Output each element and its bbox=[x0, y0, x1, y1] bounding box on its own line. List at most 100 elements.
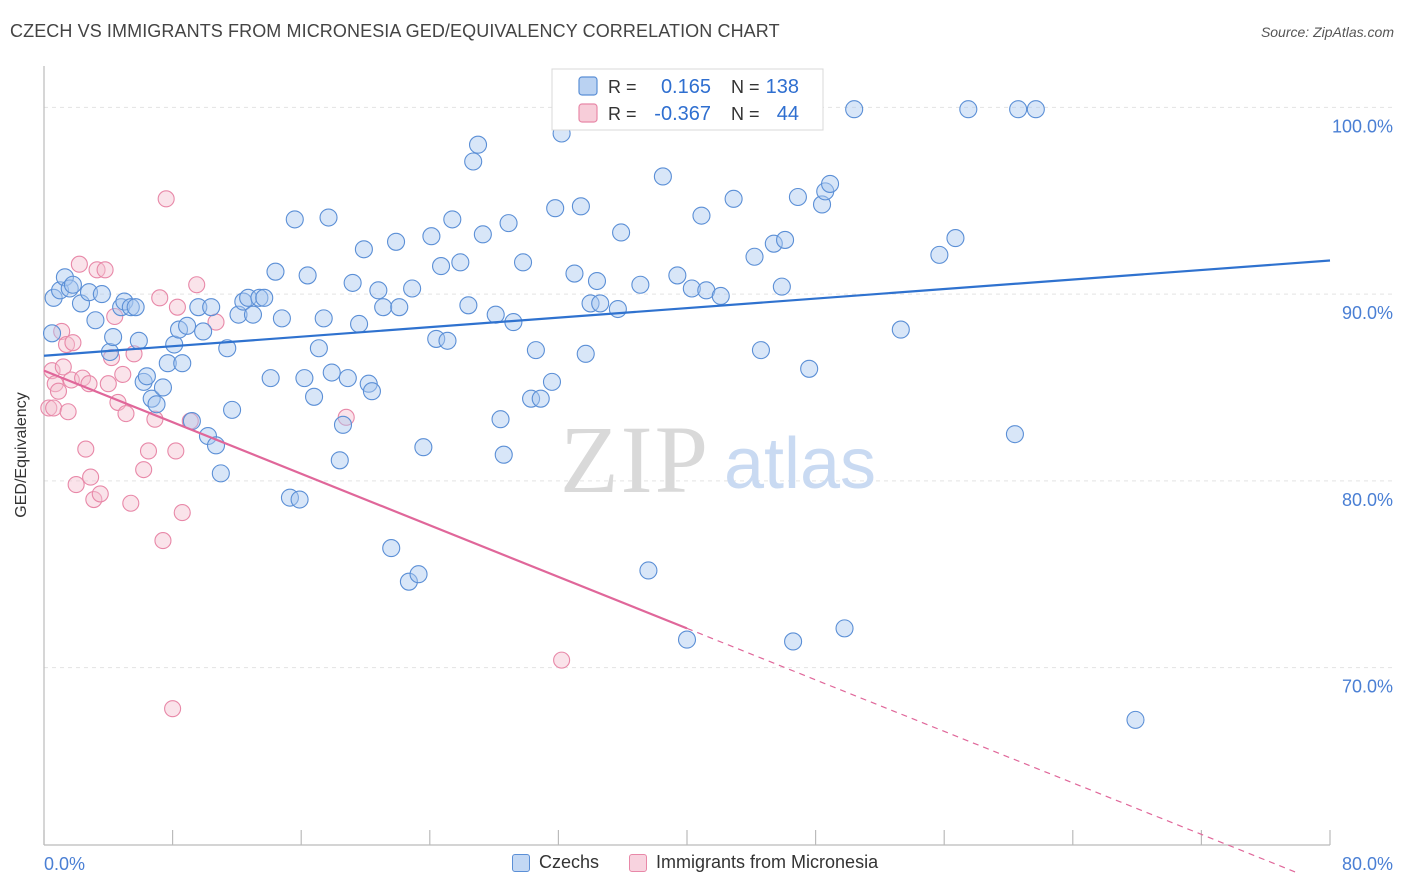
data-point-czechs bbox=[354, 240, 373, 259]
axes bbox=[43, 66, 1331, 846]
legend-label-micronesia: Immigrants from Micronesia bbox=[656, 852, 879, 872]
data-point-czechs bbox=[243, 305, 263, 324]
data-point-czechs bbox=[494, 445, 513, 464]
data-point-czechs bbox=[390, 298, 409, 317]
legend-swatch-micronesia-bottom bbox=[629, 853, 648, 872]
data-point-czechs bbox=[290, 490, 309, 509]
data-point-czechs bbox=[409, 565, 428, 584]
data-point-micronesia bbox=[67, 476, 85, 494]
data-point-czechs bbox=[459, 296, 478, 315]
data-point-czechs bbox=[491, 410, 510, 429]
data-point-micronesia bbox=[135, 461, 153, 479]
y-tick-label: 80.0% bbox=[1342, 490, 1393, 510]
data-point-czechs bbox=[542, 372, 562, 391]
chart-source: Source: ZipAtlas.com bbox=[1260, 24, 1394, 40]
data-point-czechs bbox=[571, 197, 590, 216]
data-point-czechs bbox=[751, 341, 770, 360]
data-point-czechs bbox=[438, 331, 457, 350]
data-point-czechs bbox=[591, 294, 610, 313]
data-point-czechs bbox=[330, 451, 349, 470]
data-point-czechs bbox=[531, 389, 550, 408]
data-point-micronesia bbox=[59, 403, 77, 421]
y-tick-label: 90.0% bbox=[1342, 303, 1393, 323]
data-point-czechs bbox=[386, 232, 406, 251]
data-point-czechs bbox=[86, 311, 105, 330]
data-point-czechs bbox=[165, 335, 184, 354]
data-point-czechs bbox=[309, 339, 328, 358]
data-point-czechs bbox=[104, 327, 123, 347]
y-tick-label: 100.0% bbox=[1332, 116, 1393, 136]
data-point-czechs bbox=[211, 464, 230, 483]
data-point-micronesia bbox=[99, 375, 117, 393]
watermark-atlas: atlas bbox=[724, 424, 876, 504]
data-point-czechs bbox=[298, 266, 317, 285]
data-point-czechs bbox=[724, 189, 743, 208]
data-point-czechs bbox=[250, 288, 269, 307]
data-point-czechs bbox=[522, 389, 541, 408]
trend-line-micronesia-extension bbox=[686, 627, 1299, 874]
data-point-czechs bbox=[565, 264, 584, 283]
data-point-micronesia bbox=[122, 494, 140, 512]
data-point-czechs bbox=[451, 253, 470, 272]
data-point-czechs bbox=[129, 331, 148, 350]
data-point-czechs bbox=[126, 298, 145, 317]
data-point-czechs bbox=[499, 214, 518, 233]
data-point-micronesia bbox=[49, 382, 68, 400]
data-point-czechs bbox=[319, 208, 338, 227]
legend-swatch-czechs-bottom bbox=[512, 853, 530, 872]
data-point-czechs bbox=[677, 630, 697, 649]
data-point-czechs bbox=[891, 320, 910, 339]
data-point-micronesia bbox=[167, 442, 185, 460]
data-point-czechs bbox=[443, 210, 462, 229]
data-point-micronesia bbox=[40, 399, 58, 417]
data-point-czechs bbox=[682, 279, 701, 298]
data-point-czechs bbox=[285, 210, 304, 229]
data-point-czechs bbox=[178, 316, 197, 335]
data-point-micronesia bbox=[64, 334, 82, 352]
data-point-micronesia bbox=[139, 442, 158, 460]
data-point-czechs bbox=[314, 309, 333, 328]
data-point-micronesia bbox=[154, 532, 172, 550]
data-point-czechs bbox=[764, 234, 783, 253]
data-point-czechs bbox=[305, 387, 324, 406]
data-point-czechs bbox=[788, 187, 807, 207]
data-point-czechs bbox=[153, 378, 173, 397]
data-point-micronesia bbox=[91, 485, 109, 503]
data-point-czechs bbox=[639, 561, 658, 580]
data-point-czechs bbox=[414, 438, 433, 457]
data-point-micronesia bbox=[82, 468, 100, 486]
data-point-czechs bbox=[158, 354, 177, 373]
data-point-czechs bbox=[121, 298, 140, 317]
data-point-micronesia bbox=[70, 255, 88, 273]
data-point-czechs bbox=[92, 285, 111, 304]
data-point-micronesia bbox=[168, 298, 186, 316]
data-point-czechs bbox=[350, 314, 369, 334]
data-point-czechs bbox=[399, 572, 418, 591]
legend-swatch-czechs bbox=[578, 76, 598, 96]
data-point-czechs bbox=[745, 247, 764, 266]
data-point-micronesia bbox=[151, 289, 169, 307]
data-point-czechs bbox=[295, 369, 314, 388]
legend-box: R = 0.165 N = 138 R = -0.367 N = 44 bbox=[551, 68, 824, 131]
data-point-czechs bbox=[137, 367, 156, 386]
data-point-czechs bbox=[338, 369, 357, 388]
data-point-czechs bbox=[343, 273, 362, 292]
data-point-micronesia bbox=[96, 261, 114, 279]
data-point-czechs bbox=[800, 359, 819, 378]
legend-swatch-micronesia bbox=[578, 103, 598, 123]
data-point-czechs bbox=[581, 294, 600, 313]
data-point-czechs bbox=[134, 372, 153, 391]
legend-item-micronesia: Immigrants from Micronesia bbox=[629, 852, 878, 873]
trend-line-czechs bbox=[43, 259, 1331, 357]
data-point-czechs bbox=[608, 299, 627, 319]
x-tick-label: 80.0% bbox=[1342, 854, 1393, 874]
data-point-czechs bbox=[427, 329, 446, 348]
watermark: ZIP atlas bbox=[560, 406, 876, 513]
data-point-micronesia bbox=[164, 700, 182, 718]
tick-labels: 70.0% 80.0% 90.0% 100.0% 0.0% 80.0% bbox=[44, 116, 1393, 874]
legend-r-label-2: R = bbox=[608, 104, 637, 124]
data-point-czechs bbox=[333, 415, 353, 434]
chart-title: CZECH VS IMMIGRANTS FROM MICRONESIA GED/… bbox=[10, 21, 780, 41]
data-point-czechs bbox=[776, 230, 795, 249]
